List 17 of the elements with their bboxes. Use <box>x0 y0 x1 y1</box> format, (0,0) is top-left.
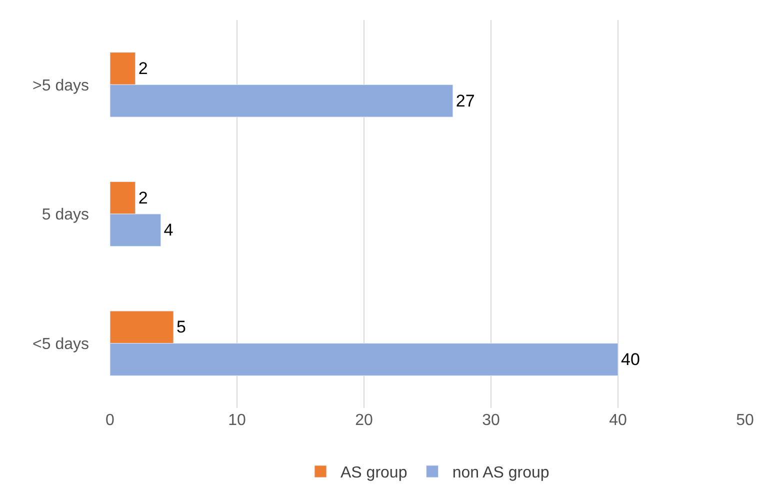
data-label: 40 <box>621 350 640 369</box>
x-tick-label: 40 <box>609 412 627 429</box>
y-tick-label: >5 days <box>32 77 89 94</box>
data-label: 2 <box>138 59 148 78</box>
x-tick-label: 30 <box>482 412 500 429</box>
data-label: 2 <box>138 188 148 208</box>
legend-label: AS group <box>340 464 408 482</box>
x-tick-label: 0 <box>106 412 115 429</box>
y-tick-label: <5 days <box>32 336 89 353</box>
data-label: 4 <box>164 220 174 240</box>
legend-label: non AS group <box>452 464 550 482</box>
data-label: 5 <box>176 318 186 337</box>
x-tick-label: 10 <box>228 412 246 429</box>
x-tick-label: 50 <box>736 412 754 429</box>
data-label: 27 <box>456 91 475 110</box>
x-tick-label: 20 <box>355 412 373 429</box>
y-tick-label: 5 days <box>42 206 89 224</box>
